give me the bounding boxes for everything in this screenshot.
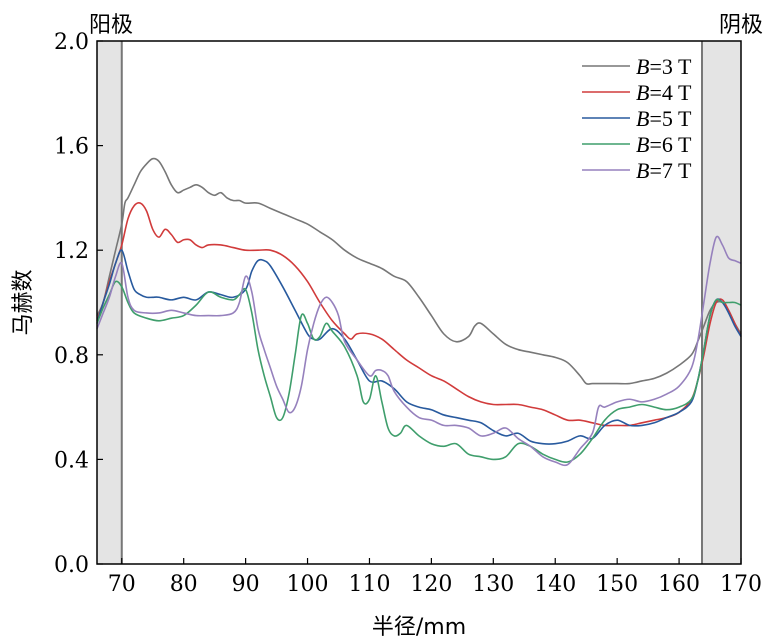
series-lines [96, 157, 742, 467]
x-tick-label-0: 70 [108, 572, 136, 597]
plot-frame [96, 40, 742, 565]
series-line-4 [96, 235, 742, 467]
legend-label-3: B=6 T [636, 132, 692, 157]
series-line-2 [96, 249, 742, 445]
series-line-0 [96, 157, 742, 385]
y-tick-label-2: 0.8 [54, 344, 89, 369]
x-tick-label-8: 150 [596, 572, 638, 597]
legend: B=3 TB=4 TB=5 TB=6 TB=7 T [582, 54, 692, 183]
legend-label-4: B=7 T [636, 158, 692, 183]
region-band-0 [97, 41, 122, 564]
x-axis: 70 80 90 100 110 120 130 140 150 160 170 [108, 558, 762, 597]
x-tick-label-2: 90 [232, 572, 260, 597]
y-axis: 0.0 0.4 0.8 1.2 1.6 2.0 [54, 30, 103, 578]
x-tick-label-10: 170 [720, 572, 762, 597]
x-tick-label-9: 160 [658, 572, 700, 597]
series-line-1 [96, 202, 742, 427]
legend-label-0: B=3 T [636, 54, 692, 79]
x-tick-label-7: 140 [534, 572, 576, 597]
region-label-1: 阴极 [719, 13, 763, 38]
series-line-3 [96, 280, 742, 464]
x-axis-title: 半径/mm [372, 615, 466, 640]
y-axis-title: 马赫数 [11, 269, 36, 335]
y-tick-label-5: 2.0 [54, 30, 89, 55]
y-tick-label-1: 0.4 [54, 448, 89, 473]
y-tick-label-4: 1.6 [54, 135, 89, 160]
x-tick-label-3: 100 [287, 572, 329, 597]
region-label-0: 阳极 [89, 13, 133, 38]
y-tick-label-0: 0.0 [54, 553, 89, 578]
legend-label-2: B=5 T [636, 106, 692, 131]
x-tick-label-5: 120 [410, 572, 452, 597]
legend-label-1: B=4 T [636, 80, 692, 105]
x-tick-label-4: 110 [348, 572, 390, 597]
x-tick-label-6: 130 [472, 572, 514, 597]
x-tick-label-1: 80 [170, 572, 198, 597]
y-tick-label-3: 1.2 [54, 239, 89, 264]
